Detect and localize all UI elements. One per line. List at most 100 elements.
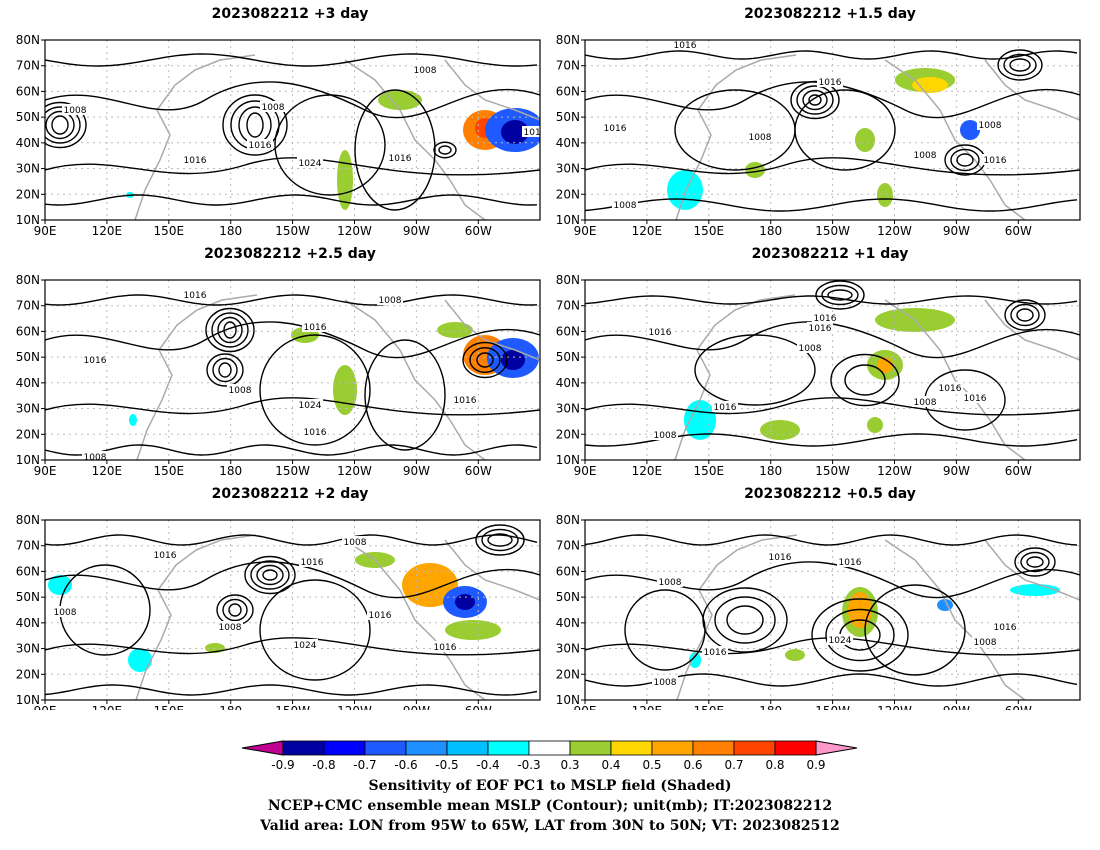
contour-line	[45, 561, 540, 599]
lon-label: 90E	[34, 224, 57, 238]
caption-line-2: NCEP+CMC ensemble mean MSLP (Contour); u…	[267, 798, 833, 814]
contour-label-bg	[837, 556, 863, 567]
lon-label: 90W	[943, 224, 970, 238]
lat-label: 30N	[16, 162, 40, 176]
contour-ring	[222, 94, 288, 156]
contour-label-bg	[712, 401, 738, 412]
contour-ring	[830, 353, 900, 407]
contour-line	[45, 321, 540, 359]
contour-label: 1016	[714, 403, 737, 413]
contour-ring	[844, 364, 886, 396]
lat-label: 60N	[16, 84, 40, 98]
contour-label-bg	[217, 621, 243, 632]
contour-line	[585, 637, 1080, 656]
colorbar-tick-label: -0.7	[353, 758, 376, 772]
lon-label: 120W	[877, 464, 912, 478]
coastline-canada	[984, 539, 1080, 601]
lon-label: 120W	[877, 704, 912, 710]
contour-label-bg	[807, 322, 833, 333]
contour-ring	[262, 569, 278, 581]
contour-label-bg	[812, 312, 838, 323]
colorbar-segment	[692, 740, 735, 756]
lat-label: 10N	[556, 693, 580, 707]
contour-label-bg	[912, 396, 938, 407]
contour-label-bg	[299, 556, 325, 567]
coastline-asia	[135, 534, 257, 700]
colorbar: -0.9 -0.8 -0.7 -0.6 -0.5 -0.4 -0.3 0.3 0.4 0.5 0.6…	[241, 740, 858, 772]
colorbar-segment	[405, 740, 448, 756]
contour-line	[45, 194, 538, 206]
colorbar-segment	[364, 740, 407, 756]
contour-label-bg	[52, 606, 78, 617]
lon-label: 150W	[815, 464, 850, 478]
contour-ring	[674, 89, 796, 171]
contour-ring	[714, 596, 776, 644]
lon-label: 180	[219, 464, 242, 478]
lon-label: 180	[219, 704, 242, 710]
map-panel-6: 1016 1016 1008 1008 1024 1016 1016 1008 80N 70N 60…	[556, 513, 1081, 710]
colorbar-segment	[446, 740, 489, 756]
lon-label: 90W	[403, 224, 430, 238]
lat-label: 80N	[556, 33, 580, 47]
contour-label-bg	[827, 634, 853, 645]
positive-weak-blob	[760, 420, 800, 440]
contour-label: 1008	[974, 638, 997, 648]
contour-label-bg	[647, 326, 673, 337]
contour-label-bg	[367, 609, 393, 620]
contour-line	[45, 53, 538, 67]
negative-core	[501, 350, 525, 370]
contour-label-bg	[912, 149, 938, 160]
negative-sensitivity-blob	[960, 120, 980, 140]
contour-label-bg	[652, 429, 678, 440]
lon-label: 60W	[465, 224, 492, 238]
contour-label-bg	[612, 199, 638, 210]
lat-label: 50N	[16, 590, 40, 604]
contour-ring	[469, 347, 501, 373]
contour-label: 1008	[54, 608, 77, 618]
colorbar-segment	[569, 740, 612, 756]
lat-label: 50N	[16, 110, 40, 124]
contour-ring	[821, 284, 859, 306]
contour-label: 1016	[649, 328, 672, 338]
lon-label: 150W	[815, 704, 850, 710]
colorbar-segment	[651, 740, 694, 756]
lon-label: 150W	[275, 224, 310, 238]
lat-label: 80N	[16, 513, 40, 527]
contour-ring	[1026, 556, 1044, 568]
contour-label-bg	[292, 639, 318, 650]
lat-label: 80N	[16, 273, 40, 287]
lat-label: 80N	[16, 33, 40, 47]
colorbar-high-triangle	[815, 740, 858, 756]
colorbar-segment	[323, 740, 366, 756]
contour-ring	[1009, 58, 1031, 72]
colorbar-tick-label: -0.9	[271, 758, 294, 772]
contour-label-bg	[672, 40, 698, 50]
lat-label: 30N	[556, 162, 580, 176]
lon-label: 90E	[574, 704, 597, 710]
lon-label: 150E	[694, 704, 725, 710]
positive-blob	[912, 77, 948, 93]
contour-label: 1016	[984, 156, 1007, 166]
lat-label: 70N	[16, 539, 40, 553]
contour-label: 1024	[299, 159, 322, 169]
lon-label: 60W	[1005, 464, 1032, 478]
lat-label: 10N	[556, 453, 580, 467]
negative-core	[455, 594, 475, 610]
contour-line	[585, 50, 1078, 60]
panel-title-5: 2023082212 +2 day	[211, 486, 369, 502]
contour-label: 1024	[294, 641, 317, 651]
contour-ring	[997, 49, 1043, 81]
negative-weak-blob	[1010, 584, 1060, 596]
contour-label: 1024	[829, 636, 852, 646]
lon-label: 180	[759, 704, 782, 710]
contour-ring	[354, 89, 436, 211]
contour-label: 1008	[344, 538, 367, 548]
contour-ring	[212, 357, 238, 383]
colorbar-tick-label: -0.8	[312, 758, 335, 772]
contour-label: 1016	[994, 623, 1017, 633]
contour-ring	[864, 584, 966, 676]
lat-label: 30N	[16, 642, 40, 656]
contour-ring	[246, 112, 264, 138]
contour-label-bg	[977, 119, 1003, 130]
lon-label: 150E	[154, 224, 185, 238]
